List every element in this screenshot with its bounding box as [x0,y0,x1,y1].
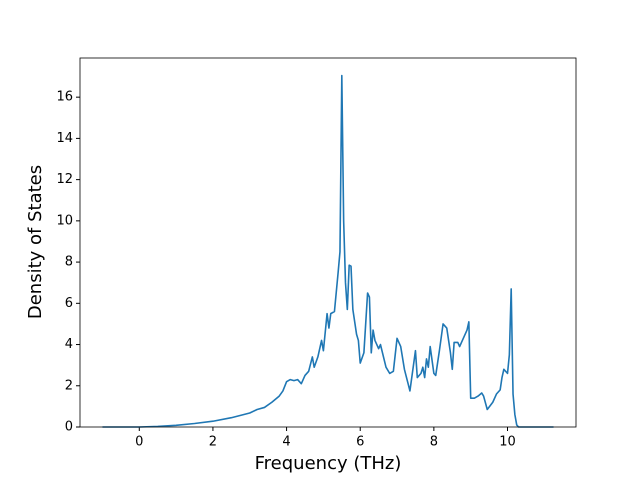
axes-frame [79,57,577,428]
y-tick-label: 6 [65,296,73,311]
x-tick-label: 8 [430,435,438,450]
x-tick-label: 0 [135,435,143,450]
y-tick-label: 8 [65,255,73,270]
y-tick-label: 12 [56,172,73,187]
y-tick-label: 2 [65,378,73,393]
dos-line [102,74,554,428]
x-tick-label: 4 [282,435,290,450]
x-tick-label: 10 [499,435,516,450]
y-axis-label: Density of States [25,165,46,319]
y-tick-label: 4 [65,337,73,352]
y-tick-label: 0 [65,420,73,435]
x-tick-label: 2 [209,435,217,450]
x-axis-label: Frequency (THz) [255,453,402,474]
y-tick-label: 16 [56,90,73,105]
x-tick-label: 6 [356,435,364,450]
y-tick-label: 10 [56,213,73,228]
y-tick-label: 14 [56,131,73,146]
